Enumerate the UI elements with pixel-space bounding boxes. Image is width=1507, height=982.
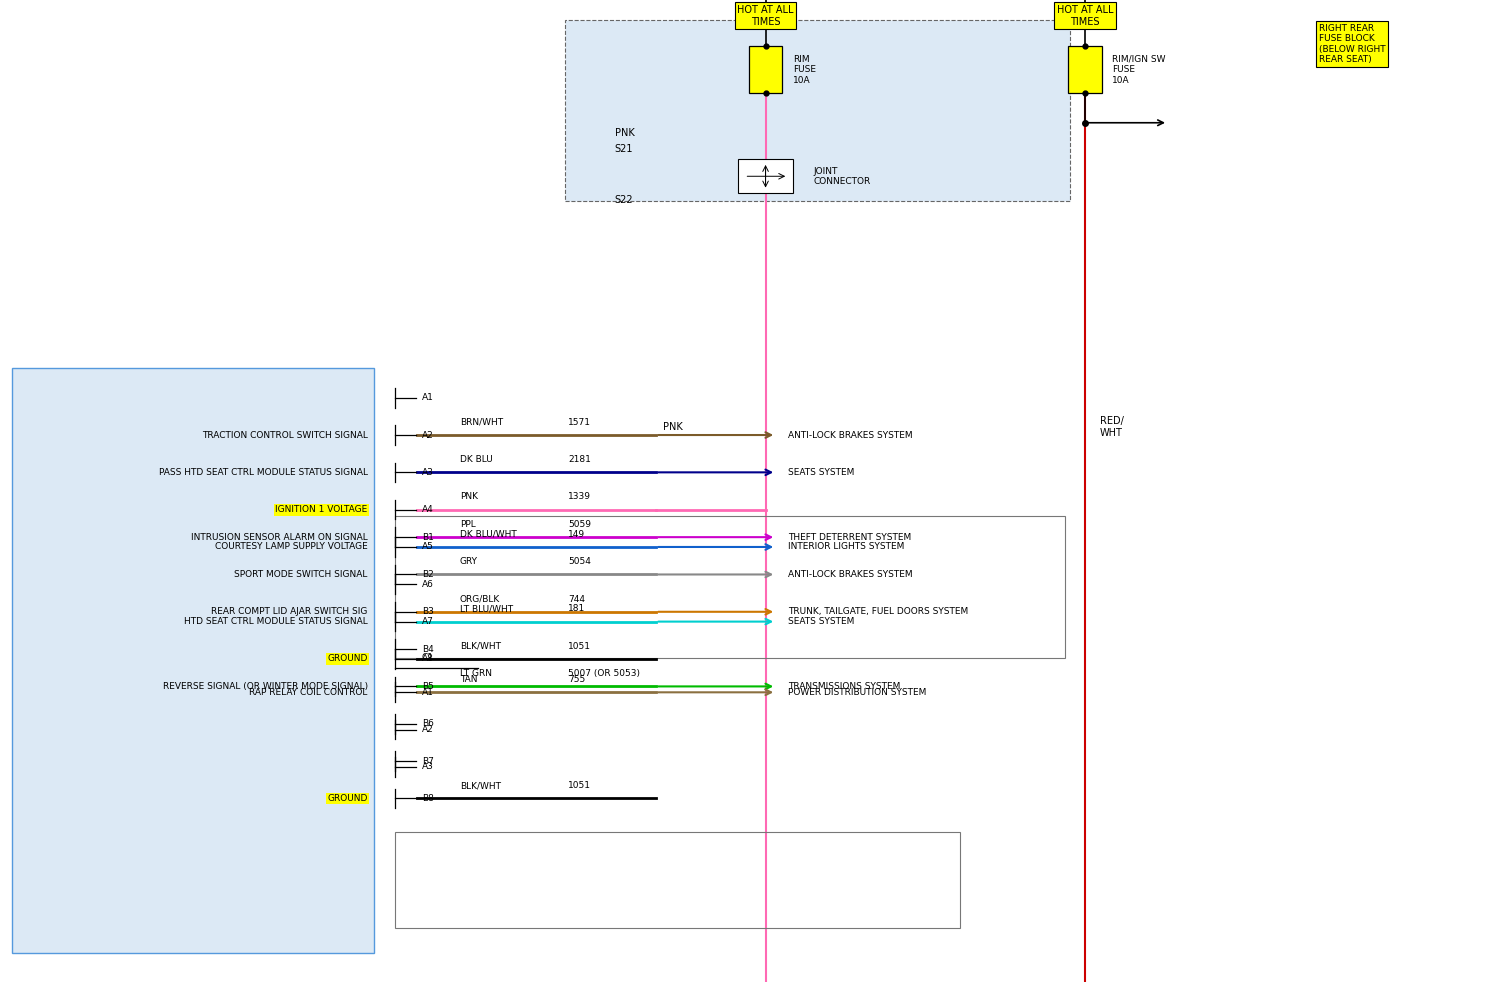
- Text: ANTI-LOCK BRAKES SYSTEM: ANTI-LOCK BRAKES SYSTEM: [788, 430, 913, 440]
- Text: A4: A4: [422, 505, 434, 515]
- Text: TRANSMISSIONS SYSTEM: TRANSMISSIONS SYSTEM: [788, 682, 901, 691]
- Text: A1: A1: [422, 393, 434, 403]
- Text: PASS HTD SEAT CTRL MODULE STATUS SIGNAL: PASS HTD SEAT CTRL MODULE STATUS SIGNAL: [158, 467, 368, 477]
- Text: B1: B1: [422, 532, 434, 542]
- Text: REAR COMPT LID AJAR SWITCH SIG: REAR COMPT LID AJAR SWITCH SIG: [211, 607, 368, 617]
- Bar: [395, 516, 1065, 658]
- Text: 5059: 5059: [568, 519, 591, 529]
- Text: 149: 149: [568, 529, 585, 539]
- Text: 1571: 1571: [568, 417, 591, 427]
- Text: A8: A8: [422, 654, 434, 664]
- Text: B8: B8: [422, 793, 434, 803]
- Text: B5: B5: [422, 682, 434, 691]
- Text: A2: A2: [422, 430, 434, 440]
- Text: PPL: PPL: [460, 519, 475, 529]
- Text: GROUND: GROUND: [327, 654, 368, 664]
- Text: A6: A6: [422, 579, 434, 589]
- Text: DK BLU/WHT: DK BLU/WHT: [460, 529, 517, 539]
- Text: BLK/WHT: BLK/WHT: [460, 641, 500, 651]
- Bar: [395, 832, 960, 928]
- Text: A5: A5: [422, 542, 434, 552]
- Text: BRN/WHT: BRN/WHT: [460, 417, 503, 427]
- Text: DK BLU: DK BLU: [460, 455, 493, 464]
- Text: SEATS SYSTEM: SEATS SYSTEM: [788, 617, 854, 627]
- Text: ORG/BLK: ORG/BLK: [460, 594, 500, 604]
- Text: TRACTION CONTROL SWITCH SIGNAL: TRACTION CONTROL SWITCH SIGNAL: [202, 430, 368, 440]
- Text: A3: A3: [422, 467, 434, 477]
- Text: REVERSE SIGNAL (OR WINTER MODE SIGNAL): REVERSE SIGNAL (OR WINTER MODE SIGNAL): [163, 682, 368, 691]
- Text: RAP RELAY COIL CONTROL: RAP RELAY COIL CONTROL: [249, 687, 368, 697]
- Text: 1339: 1339: [568, 492, 591, 502]
- Text: IGNITION 1 VOLTAGE: IGNITION 1 VOLTAGE: [276, 505, 368, 515]
- Text: S22: S22: [615, 195, 633, 205]
- Bar: [1068, 46, 1102, 93]
- Text: RIM
FUSE
10A: RIM FUSE 10A: [793, 55, 815, 84]
- Text: B7: B7: [422, 756, 434, 766]
- Text: JOINT
CONNECTOR: JOINT CONNECTOR: [814, 167, 871, 187]
- Text: ANTI-LOCK BRAKES SYSTEM: ANTI-LOCK BRAKES SYSTEM: [788, 570, 913, 579]
- Text: 1051: 1051: [568, 781, 591, 791]
- Bar: [738, 159, 793, 193]
- Text: HTD SEAT CTRL MODULE STATUS SIGNAL: HTD SEAT CTRL MODULE STATUS SIGNAL: [184, 617, 368, 627]
- Text: 2181: 2181: [568, 455, 591, 464]
- Text: RIGHT REAR
FUSE BLOCK
(BELOW RIGHT
REAR SEAT): RIGHT REAR FUSE BLOCK (BELOW RIGHT REAR …: [1319, 25, 1385, 64]
- Text: HOT AT ALL
TIMES: HOT AT ALL TIMES: [737, 5, 794, 27]
- Text: GROUND: GROUND: [327, 793, 368, 803]
- Text: TRUNK, TAILGATE, FUEL DOORS SYSTEM: TRUNK, TAILGATE, FUEL DOORS SYSTEM: [788, 607, 969, 617]
- Text: SEATS SYSTEM: SEATS SYSTEM: [788, 467, 854, 477]
- Text: B4: B4: [422, 644, 434, 654]
- Bar: [565, 20, 1070, 201]
- Text: PNK: PNK: [460, 492, 478, 502]
- Text: C1: C1: [422, 653, 434, 663]
- Text: 5007 (OR 5053): 5007 (OR 5053): [568, 669, 640, 679]
- Text: A2: A2: [422, 725, 434, 735]
- Text: PNK: PNK: [663, 422, 683, 432]
- Bar: [749, 46, 782, 93]
- Text: S21: S21: [615, 144, 633, 154]
- Text: SPORT MODE SWITCH SIGNAL: SPORT MODE SWITCH SIGNAL: [234, 570, 368, 579]
- Text: INTERIOR LIGHTS SYSTEM: INTERIOR LIGHTS SYSTEM: [788, 542, 904, 552]
- Text: A7: A7: [422, 617, 434, 627]
- Text: 755: 755: [568, 675, 585, 684]
- Text: THEFT DETERRENT SYSTEM: THEFT DETERRENT SYSTEM: [788, 532, 912, 542]
- Text: 5054: 5054: [568, 557, 591, 567]
- Text: POWER DISTRIBUTION SYSTEM: POWER DISTRIBUTION SYSTEM: [788, 687, 927, 697]
- Text: HOT AT ALL
TIMES: HOT AT ALL TIMES: [1056, 5, 1114, 27]
- Text: B3: B3: [422, 607, 434, 617]
- Text: BLK/WHT: BLK/WHT: [460, 781, 500, 791]
- Text: RIM/IGN SW
FUSE
10A: RIM/IGN SW FUSE 10A: [1112, 55, 1166, 84]
- Text: RED/
WHT: RED/ WHT: [1100, 416, 1124, 438]
- Text: B2: B2: [422, 570, 434, 579]
- Text: 1051: 1051: [568, 641, 591, 651]
- Text: A3: A3: [422, 762, 434, 772]
- Text: GRY: GRY: [460, 557, 478, 567]
- Text: 181: 181: [568, 604, 585, 614]
- Text: PNK: PNK: [615, 128, 634, 137]
- Text: COURTESY LAMP SUPPLY VOLTAGE: COURTESY LAMP SUPPLY VOLTAGE: [216, 542, 368, 552]
- Bar: [12, 368, 374, 953]
- Text: LT GRN: LT GRN: [460, 669, 491, 679]
- Text: TAN: TAN: [460, 675, 478, 684]
- Text: A1: A1: [422, 687, 434, 697]
- Text: INTRUSION SENSOR ALARM ON SIGNAL: INTRUSION SENSOR ALARM ON SIGNAL: [191, 532, 368, 542]
- Text: B6: B6: [422, 719, 434, 729]
- Text: 744: 744: [568, 594, 585, 604]
- Text: LT BLU/WHT: LT BLU/WHT: [460, 604, 512, 614]
